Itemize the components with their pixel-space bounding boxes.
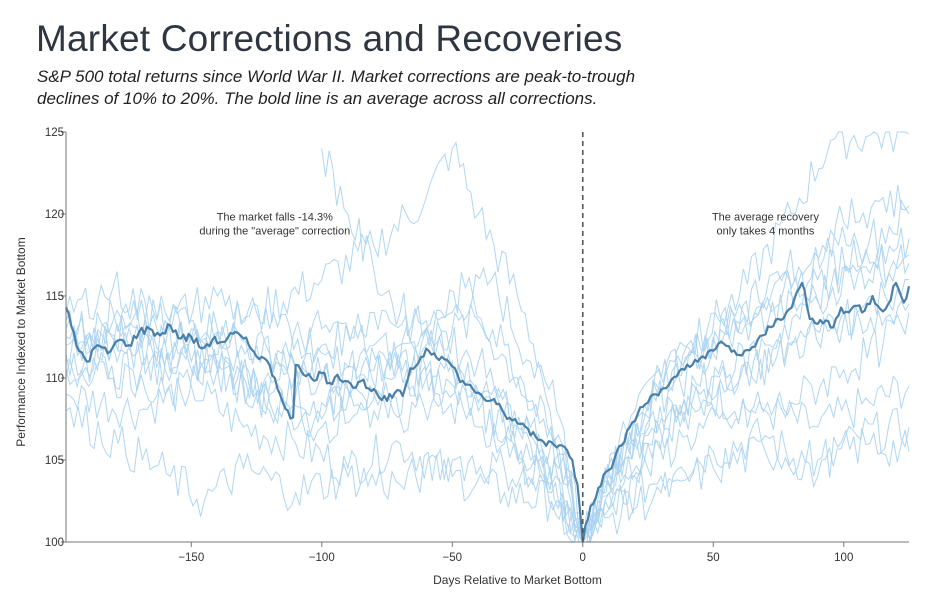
subtitle-line-2: declines of 10% to 20%. The bold line is… (37, 89, 598, 108)
chart-subtitle: S&P 500 total returns since World War II… (37, 66, 737, 110)
x-tick-label: 0 (580, 552, 586, 564)
individual-series-line (65, 184, 910, 544)
x-axis-title: Days Relative to Market Bottom (433, 573, 602, 587)
individual-series-line (65, 226, 910, 544)
chart-annotation: The average recovery only takes 4 months (712, 212, 819, 238)
y-axis: 100 105 110 115 120 125 (45, 127, 67, 549)
annotation-line: during the "average" correction (199, 226, 350, 238)
individual-series-line (65, 246, 910, 543)
x-tick-label: 100 (834, 552, 853, 564)
y-axis-title: Performance Indexed to Market Bottom (14, 237, 28, 446)
annotation-line: The average recovery (712, 212, 819, 224)
subtitle-line-1: S&P 500 total returns since World War II… (37, 67, 636, 86)
individual-series-line (65, 368, 910, 543)
y-tick-label: 110 (46, 373, 64, 385)
x-tick-label: −150 (178, 552, 204, 564)
y-tick-label: 115 (46, 291, 64, 303)
chart-annotation: The market falls -14.3% during the "avera… (199, 212, 350, 238)
x-tick-label: −50 (443, 552, 463, 564)
y-tick-label: 100 (45, 537, 64, 549)
individual-series-line (65, 244, 910, 543)
y-tick-label: 125 (45, 127, 64, 139)
x-axis: −150 −100 −50 0 50 100 (66, 541, 909, 564)
annotation-group: The market falls -14.3% during the "avera… (199, 212, 819, 238)
y-tick-label: 120 (45, 209, 64, 221)
individual-series-line (65, 278, 910, 544)
average-series-line (64, 281, 911, 544)
y-tick-group: 100 105 110 115 120 125 (45, 127, 66, 549)
individual-series-line (65, 309, 910, 543)
average-series-group (64, 281, 911, 544)
y-tick-label: 105 (45, 455, 64, 467)
individual-series-line (65, 198, 910, 543)
individual-series-group (65, 131, 910, 544)
individual-series-line (321, 148, 910, 543)
x-tick-group: −150 −100 −50 0 50 100 (178, 542, 853, 564)
annotation-line: The market falls -14.3% (217, 212, 333, 224)
annotation-line: only takes 4 months (717, 226, 815, 238)
x-tick-label: 50 (707, 552, 720, 564)
x-tick-label: −100 (309, 552, 335, 564)
chart-title: Market Corrections and Recoveries (36, 18, 623, 59)
individual-series-line (65, 405, 910, 543)
